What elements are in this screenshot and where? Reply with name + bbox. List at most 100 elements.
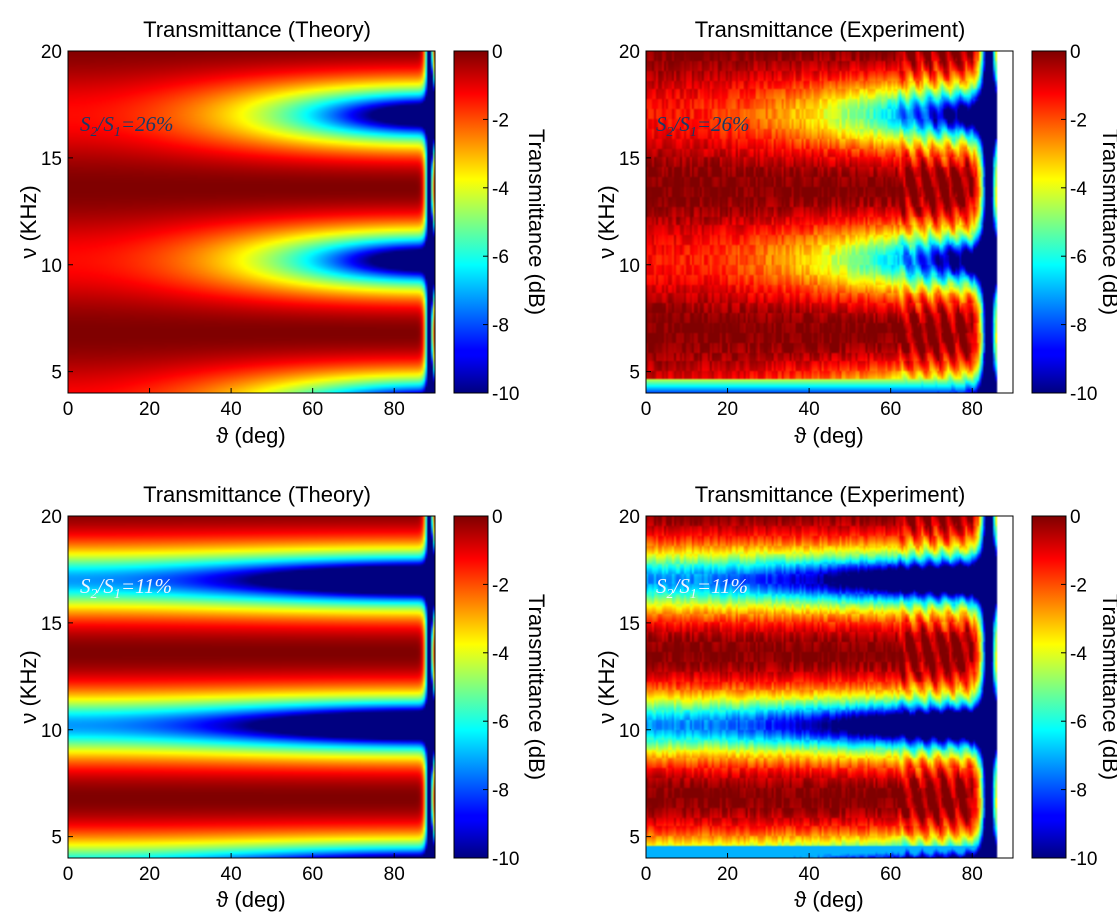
colorbar-tick-label: -6 xyxy=(492,247,509,268)
x-ticks: 0 20 40 60 80 xyxy=(63,853,405,885)
x-tick-label: 0 xyxy=(63,864,74,885)
chart-title: Transmittance (Theory) xyxy=(143,482,371,507)
colorbar-tick-label: -2 xyxy=(492,575,509,596)
svg-text:S2/S1=26%: S2/S1=26% xyxy=(656,112,750,140)
plot-frame xyxy=(645,515,1014,859)
colorbar xyxy=(1031,50,1067,394)
annotation-ratio: S2/S1=11% xyxy=(80,574,172,602)
y-tick-label: 15 xyxy=(619,614,640,635)
colorbar-tick-label: -4 xyxy=(492,179,509,200)
annotation-ratio: S2/S1=11% xyxy=(656,574,748,602)
y-tick-label: 20 xyxy=(41,507,62,528)
colorbar xyxy=(453,515,489,859)
colorbar-tick-label: 0 xyxy=(492,42,503,63)
colorbar-tick-label: -10 xyxy=(492,849,519,870)
x-tick-label: 20 xyxy=(717,399,738,420)
svg-text:S2/S1=26%: S2/S1=26% xyxy=(80,112,174,140)
x-tick-label: 80 xyxy=(962,864,983,885)
x-tick-label: 0 xyxy=(641,399,652,420)
x-tick-label: 80 xyxy=(384,864,405,885)
colorbar-tick-label: -2 xyxy=(1070,110,1087,131)
y-tick-label: 5 xyxy=(51,828,62,849)
colorbar-tick-label: -6 xyxy=(1070,712,1087,733)
plot-frame xyxy=(645,50,1014,394)
colorbar-tick-label: -4 xyxy=(492,644,509,665)
y-axis-label: ν (KHz) xyxy=(594,650,619,723)
x-axis-label: ϑ (deg) xyxy=(216,887,286,912)
x-tick-label: 60 xyxy=(880,399,901,420)
x-tick-label: 40 xyxy=(221,399,242,420)
colorbar-label: Transmittance (dB) xyxy=(1098,594,1117,780)
x-tick-label: 0 xyxy=(641,864,652,885)
chart-title: Transmittance (Theory) xyxy=(143,17,371,42)
heatmap-image xyxy=(68,516,435,858)
colorbar-tick-label: 0 xyxy=(1070,507,1081,528)
y-tick-label: 20 xyxy=(619,42,640,63)
x-tick-label: 80 xyxy=(962,399,983,420)
y-tick-label: 20 xyxy=(41,42,62,63)
plot-frame xyxy=(67,50,436,394)
colorbar xyxy=(453,50,489,394)
heatmap-image xyxy=(646,51,1013,393)
colorbar-tick-label: -10 xyxy=(1070,849,1097,870)
x-axis-label: ϑ (deg) xyxy=(794,887,864,912)
y-tick-label: 10 xyxy=(619,721,640,742)
chart-title: Transmittance (Experiment) xyxy=(695,482,966,507)
x-tick-label: 60 xyxy=(302,864,323,885)
colorbar-ticks: 0 -2 -4 -6 -8 -10 xyxy=(483,42,519,405)
x-tick-label: 60 xyxy=(302,399,323,420)
colorbar-label: Transmittance (dB) xyxy=(1098,129,1117,315)
y-tick-label: 10 xyxy=(619,256,640,277)
plot-frame xyxy=(67,515,436,859)
colorbar-tick-label: -2 xyxy=(1070,575,1087,596)
x-axis-label: ϑ (deg) xyxy=(216,423,286,448)
y-tick-label: 5 xyxy=(51,363,62,384)
colorbar-tick-label: -8 xyxy=(492,781,509,802)
colorbar-ticks: 0 -2 -4 -6 -8 -10 xyxy=(1061,507,1097,870)
annotation-ratio: S2/S1=26% xyxy=(656,112,750,140)
colorbar-ticks: 0 -2 -4 -6 -8 -10 xyxy=(1061,42,1097,405)
y-tick-label: 15 xyxy=(619,149,640,170)
y-ticks: 5 10 15 20 xyxy=(41,507,73,849)
panel-theory-11: Transmittance (Theory) 0 20 40 60 80 5 10 15 20… xyxy=(16,482,549,912)
y-ticks: 5 10 15 20 xyxy=(41,42,73,384)
x-tick-label: 40 xyxy=(799,399,820,420)
colorbar-tick-label: 0 xyxy=(492,507,503,528)
heatmap-image xyxy=(68,51,435,393)
colorbar-tick-label: -10 xyxy=(1070,384,1097,405)
y-axis-label: ν (KHz) xyxy=(594,185,619,258)
y-tick-label: 5 xyxy=(629,363,640,384)
y-axis-label: ν (KHz) xyxy=(16,185,41,258)
y-ticks: 5 10 15 20 xyxy=(619,507,651,849)
y-axis-label: ν (KHz) xyxy=(16,650,41,723)
y-tick-label: 10 xyxy=(41,256,62,277)
x-ticks: 0 20 40 60 80 xyxy=(641,853,983,885)
colorbar xyxy=(1031,515,1067,859)
x-tick-label: 60 xyxy=(880,864,901,885)
x-tick-label: 40 xyxy=(799,864,820,885)
colorbar-tick-label: -8 xyxy=(492,316,509,337)
panel-theory-26: Transmittance (Theory) 0 20 40 60 80 5 10 15 20… xyxy=(16,17,549,448)
y-tick-label: 15 xyxy=(41,149,62,170)
heatmap-image xyxy=(646,516,1013,858)
x-tick-label: 80 xyxy=(384,399,405,420)
y-tick-label: 5 xyxy=(629,828,640,849)
chart-title: Transmittance (Experiment) xyxy=(695,17,966,42)
x-tick-label: 20 xyxy=(139,864,160,885)
colorbar-label: Transmittance (dB) xyxy=(524,129,549,315)
colorbar-ticks: 0 -2 -4 -6 -8 -10 xyxy=(483,507,519,870)
colorbar-tick-label: -10 xyxy=(492,384,519,405)
x-ticks: 0 20 40 60 80 xyxy=(641,388,983,420)
colorbar-tick-label: -6 xyxy=(1070,247,1087,268)
x-tick-label: 40 xyxy=(221,864,242,885)
y-tick-label: 15 xyxy=(41,614,62,635)
x-tick-label: 20 xyxy=(717,864,738,885)
colorbar-tick-label: 0 xyxy=(1070,42,1081,63)
colorbar-tick-label: -4 xyxy=(1070,179,1087,200)
y-ticks: 5 10 15 20 xyxy=(619,42,651,384)
x-tick-label: 0 xyxy=(63,399,74,420)
x-tick-label: 20 xyxy=(139,399,160,420)
panel-experiment-26: Transmittance (Experiment) 0 20 40 60 80 5 10… xyxy=(594,17,1117,448)
colorbar-label: Transmittance (dB) xyxy=(524,594,549,780)
x-ticks: 0 20 40 60 80 xyxy=(63,388,405,420)
